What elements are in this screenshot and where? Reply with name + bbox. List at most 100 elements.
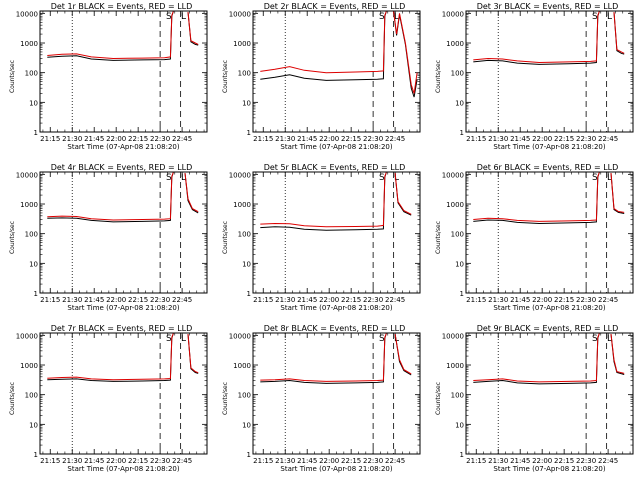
x-tick-label: 22:45 — [172, 296, 192, 304]
y-tick-label: 1000 — [20, 362, 38, 370]
y-axis-label: Counts/sec — [9, 221, 16, 254]
series-lld-tail — [394, 173, 412, 215]
plot-frame — [252, 171, 421, 294]
x-tick-label: 21:30 — [275, 296, 295, 304]
x-axis-label: Start Time (07-Apr-08 21:08:20) — [67, 143, 179, 151]
series-events — [473, 333, 600, 385]
y-axis-label: Counts/sec — [222, 221, 229, 254]
x-tick-label: 22:00 — [532, 296, 552, 304]
x-tick-label: 22:00 — [106, 457, 126, 465]
series-lld — [260, 172, 387, 228]
marker-s: S — [592, 173, 598, 183]
x-tick-label: 21:45 — [84, 457, 104, 465]
y-tick-label: 1 — [247, 290, 251, 298]
y-tick-label: 10000 — [16, 171, 38, 179]
y-tick-label: 100 — [451, 70, 464, 78]
panel-title: Det 7r BLACK = Events, RED = LLD — [51, 324, 193, 333]
y-tick-label: 10000 — [229, 171, 251, 179]
y-tick-label: 100 — [451, 231, 464, 239]
x-tick-label: 22:00 — [106, 296, 126, 304]
x-tick-label: 22:15 — [554, 135, 574, 143]
x-axis-label: Start Time (07-Apr-08 21:08:20) — [493, 304, 605, 312]
x-tick-label: 22:00 — [106, 135, 126, 143]
panel-title: Det 6r BLACK = Events, RED = LLD — [477, 163, 619, 172]
y-axis-label: Counts/sec — [9, 382, 16, 415]
y-tick-label: 10 — [29, 260, 38, 268]
panel-title: Det 8r BLACK = Events, RED = LLD — [264, 324, 406, 333]
x-tick-label: 22:30 — [363, 135, 383, 143]
x-tick-label: 22:15 — [341, 135, 361, 143]
y-tick-label: 10 — [242, 99, 251, 107]
x-tick-label: 22:15 — [128, 296, 148, 304]
x-tick-label: 21:15 — [40, 457, 60, 465]
x-tick-label: 21:30 — [62, 457, 82, 465]
y-tick-label: 10000 — [229, 10, 251, 18]
plot-frame — [252, 10, 421, 133]
x-tick-label: 22:00 — [319, 135, 339, 143]
marker-s: S — [379, 334, 385, 344]
series-lld-tail — [187, 334, 199, 374]
x-tick-label: 21:15 — [253, 296, 273, 304]
marker-l: L — [181, 334, 186, 344]
y-tick-label: 10000 — [16, 10, 38, 18]
y-tick-label: 10000 — [442, 10, 464, 18]
y-tick-label: 1000 — [20, 40, 38, 48]
x-tick-label: 22:45 — [385, 135, 405, 143]
y-tick-label: 1000 — [446, 201, 464, 209]
marker-l: L — [181, 173, 186, 183]
series-events — [473, 172, 600, 225]
x-tick-label: 22:30 — [150, 135, 170, 143]
x-axis-label: Start Time (07-Apr-08 21:08:20) — [493, 465, 605, 473]
x-tick-label: 21:30 — [488, 296, 508, 304]
y-tick-label: 1000 — [446, 40, 464, 48]
y-tick-label: 1 — [460, 451, 464, 459]
y-tick-label: 100 — [25, 70, 38, 78]
x-tick-label: 22:45 — [598, 135, 618, 143]
x-tick-label: 22:45 — [598, 296, 618, 304]
series-events-tail — [393, 11, 418, 98]
plot-frame — [465, 332, 634, 455]
x-tick-label: 21:45 — [84, 296, 104, 304]
series-lld — [473, 172, 600, 222]
panel-det-7: Det 7r BLACK = Events, RED = LLD 1 10 100 10… — [9, 324, 208, 473]
panel-det-6: Det 6r BLACK = Events, RED = LLD 1 10 100 10… — [435, 163, 634, 312]
plot-frame — [252, 332, 421, 455]
y-tick-label: 10 — [455, 260, 464, 268]
x-tick-label: 22:30 — [576, 296, 596, 304]
series-lld — [473, 333, 600, 383]
series-lld-tail — [187, 12, 199, 45]
series-lld-tail — [610, 173, 625, 213]
x-tick-label: 22:45 — [172, 457, 192, 465]
y-tick-label: 10 — [29, 99, 38, 107]
y-tick-label: 100 — [238, 392, 251, 400]
y-tick-label: 1 — [34, 129, 38, 137]
x-tick-label: 22:30 — [576, 457, 596, 465]
x-tick-label: 22:15 — [128, 457, 148, 465]
x-tick-label: 21:30 — [488, 135, 508, 143]
y-axis-label: Counts/sec — [435, 60, 442, 93]
panel-title: Det 2r BLACK = Events, RED = LLD — [264, 2, 406, 11]
x-tick-label: 22:45 — [385, 457, 405, 465]
panel-det-8: Det 8r BLACK = Events, RED = LLD 1 10 100 10… — [222, 324, 421, 473]
y-axis-label: Counts/sec — [435, 382, 442, 415]
x-tick-label: 22:15 — [341, 296, 361, 304]
x-tick-label: 22:30 — [150, 296, 170, 304]
x-tick-label: 21:15 — [466, 135, 486, 143]
x-tick-label: 22:30 — [576, 135, 596, 143]
y-axis-label: Counts/sec — [9, 60, 16, 93]
x-tick-label: 22:00 — [532, 457, 552, 465]
x-axis-label: Start Time (07-Apr-08 21:08:20) — [280, 465, 392, 473]
panel-title: Det 3r BLACK = Events, RED = LLD — [477, 2, 619, 11]
y-tick-label: 100 — [25, 392, 38, 400]
x-axis-label: Start Time (07-Apr-08 21:08:20) — [67, 465, 179, 473]
plot-frame — [39, 10, 208, 133]
x-tick-label: 22:15 — [341, 457, 361, 465]
panel-det-2: Det 2r BLACK = Events, RED = LLD 1 10 100 10… — [222, 2, 421, 151]
y-tick-label: 1 — [247, 129, 251, 137]
series-events — [260, 333, 387, 384]
plot-frame — [465, 10, 634, 133]
x-tick-label: 21:45 — [297, 135, 317, 143]
y-tick-label: 100 — [238, 70, 251, 78]
x-tick-label: 21:15 — [466, 296, 486, 304]
y-tick-label: 1 — [34, 451, 38, 459]
